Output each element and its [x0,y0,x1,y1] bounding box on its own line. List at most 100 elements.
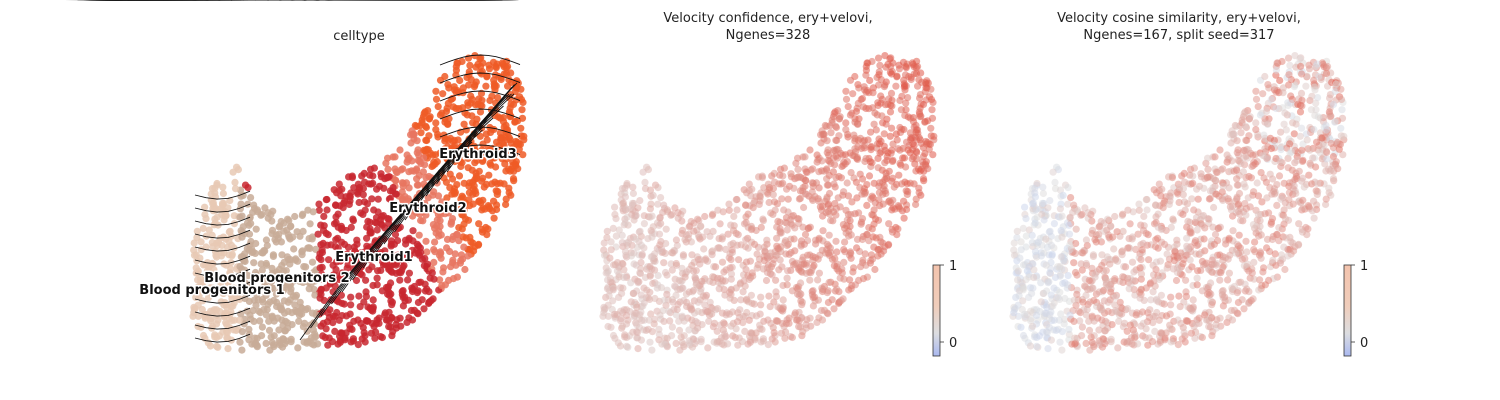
cell-point [253,290,261,298]
cell-point [1261,145,1269,153]
cell-point [413,149,421,157]
cell-point [387,267,395,275]
cell-point [1313,180,1321,188]
cell-point [392,321,400,329]
cell-point [757,293,765,301]
cell-point [253,271,261,279]
cell-point [443,244,451,252]
cell-point [256,317,264,325]
cell-point [879,119,887,127]
cell-point [1327,139,1335,148]
cell-point [745,316,753,324]
cell-point [1184,317,1192,325]
cell-point [231,185,240,193]
cell-point [502,195,510,203]
cell-point [1332,80,1340,88]
cell-point [373,274,381,282]
cell-point [1190,206,1198,214]
cell-point [750,300,758,308]
cell-point [1028,231,1036,239]
cell-point [812,254,820,262]
cell-point [646,262,654,271]
cell-point [1175,265,1184,273]
cell-point [769,191,777,199]
cell-point [321,334,329,342]
cell-point [1189,172,1197,180]
cell-point [1090,341,1098,349]
cell-point [1167,223,1175,231]
cell-point [1337,124,1345,132]
cell-point [354,341,362,349]
cell-point [1180,329,1188,337]
cell-point [1030,266,1038,274]
cell-point [493,190,501,198]
cell-point [1031,248,1040,256]
cell-point [640,316,649,324]
cell-point [396,276,404,284]
cell-point [872,126,880,134]
cell-point [1091,273,1099,281]
cell-point [1339,151,1347,159]
cell-point [1337,85,1345,93]
cell-point [1218,188,1226,196]
cell-point [378,221,386,229]
cell-point [813,151,821,159]
cell-point [1052,326,1060,334]
cell-point [1233,137,1241,145]
cell-point [709,210,717,218]
cell-point [456,76,464,85]
cell-point [802,190,810,198]
cell-point [783,226,791,234]
cell-point [1010,306,1018,314]
cell-point [1079,298,1087,306]
cell-point [1297,62,1305,70]
cell-point [1268,190,1276,198]
cell-point [764,341,772,349]
cell-point [1139,239,1147,247]
cell-point [493,138,501,146]
cell-point [1174,190,1182,198]
cell-point [898,180,906,188]
cell-point [272,238,280,246]
cell-point [751,240,759,248]
cell-point [1256,217,1264,225]
cell-point [1298,70,1306,78]
cell-point [893,136,901,144]
cell-point [1323,155,1331,163]
cell-point [690,227,698,235]
cell-point [275,326,283,334]
cell-point [417,129,425,137]
cell-point [880,130,888,138]
cell-point [318,246,326,254]
cell-point [742,213,750,221]
cell-point [1262,178,1270,186]
cell-point [407,131,415,139]
cell-point [485,65,494,73]
cell-point [1204,165,1212,173]
cell-point [209,199,217,207]
cell-point [207,317,215,325]
cell-point [265,326,274,334]
cell-point [1242,205,1250,213]
cell-point [383,316,392,324]
cell-point [1303,136,1311,144]
cell-point [682,238,690,246]
cell-point [724,340,732,348]
cell-point [787,170,795,178]
cell-point [1287,148,1295,156]
cell-point [912,121,920,129]
cell-point [322,284,330,292]
cell-point [790,184,798,192]
cell-point [913,148,921,156]
cell-point [496,149,504,157]
cell-point [1126,321,1134,329]
cell-point [1257,254,1265,262]
cell-point [1229,227,1237,235]
cell-point [656,241,664,249]
cell-point [226,269,234,277]
cell-point [399,165,407,173]
cell-point [504,62,512,71]
cell-point [776,256,784,264]
cell-point [752,312,761,320]
cell-point [1305,65,1314,73]
